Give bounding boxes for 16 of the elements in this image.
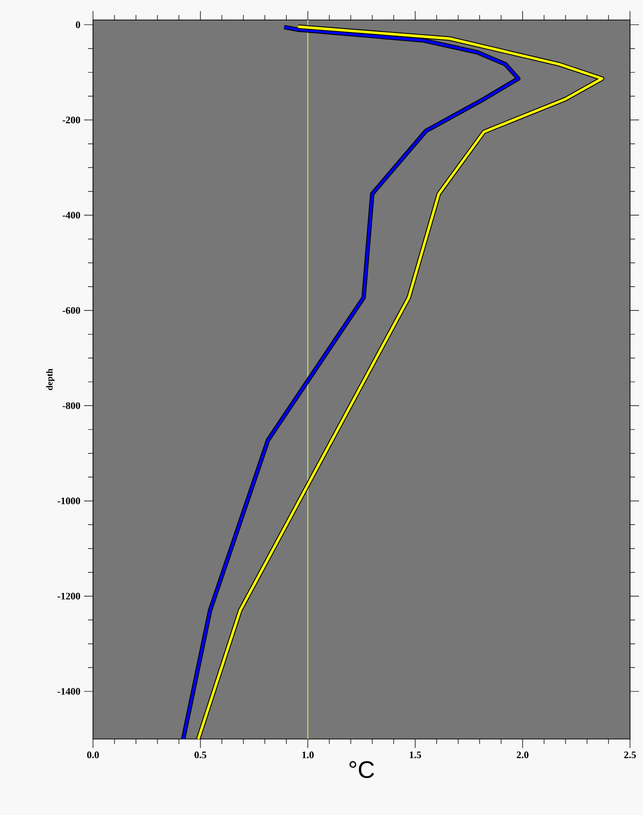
x-tick-label: 1.0 (302, 752, 314, 758)
x-axis-title: °C (350, 761, 374, 778)
y-tick-label: -600 (62, 307, 80, 314)
x-tick-label: 2.5 (624, 752, 636, 758)
y-tick-label: -1000 (58, 498, 80, 504)
x-tick-label: 2.0 (516, 752, 528, 758)
x-tick-label: 0.0 (87, 752, 99, 758)
y-tick-label: -800 (62, 402, 80, 410)
y-tick-label: 0 (76, 21, 80, 28)
y-axis-title: depth (46, 368, 54, 390)
y-tick-label: -400 (62, 212, 80, 219)
y-tick-label: -1400 (58, 688, 80, 695)
x-tick-label: 0.5 (194, 752, 206, 758)
y-tick-label: -200 (62, 116, 80, 124)
y-tick-label: -1200 (58, 592, 80, 600)
x-tick-label: 1.5 (410, 752, 422, 758)
